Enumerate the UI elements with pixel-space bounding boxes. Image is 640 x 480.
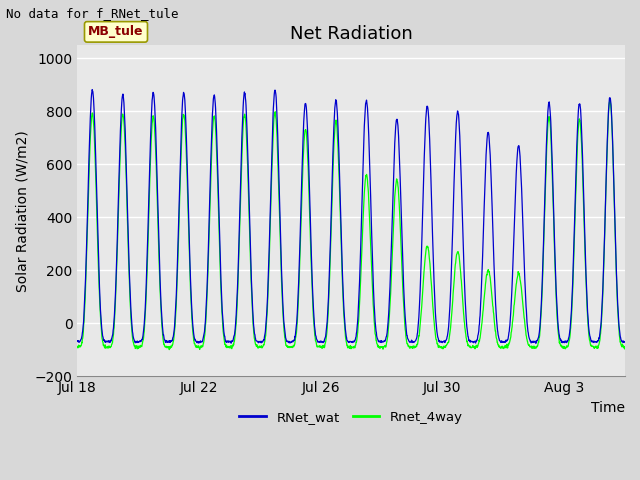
- Line: RNet_wat: RNet_wat: [77, 90, 625, 343]
- Y-axis label: Solar Radiation (W/m2): Solar Radiation (W/m2): [15, 130, 29, 291]
- RNet_wat: [74, 338, 81, 344]
- Legend: RNet_wat, Rnet_4way: RNet_wat, Rnet_4way: [234, 406, 468, 429]
- Rnet_4way: [621, 344, 629, 349]
- RNet_wat: [365, 142, 373, 148]
- RNet_wat: [621, 339, 629, 345]
- Rnet_4way: [426, 258, 433, 264]
- Rnet_4way: [317, 344, 325, 349]
- X-axis label: Time: Time: [591, 401, 625, 415]
- RNet_wat: [532, 340, 540, 346]
- Rnet_4way: [365, 204, 373, 210]
- Text: No data for f_RNet_tule: No data for f_RNet_tule: [6, 7, 179, 20]
- Line: Rnet_4way: Rnet_4way: [77, 100, 625, 349]
- RNet_wat: [547, 108, 554, 114]
- Rnet_4way: [308, 299, 316, 304]
- Rnet_4way: [546, 118, 554, 124]
- Rnet_4way: [74, 344, 81, 349]
- Rnet_4way: [165, 347, 173, 352]
- RNet_wat: [106, 338, 114, 344]
- RNet_wat: [88, 87, 96, 93]
- Rnet_4way: [606, 97, 614, 103]
- Text: MB_tule: MB_tule: [88, 25, 144, 38]
- Title: Net Radiation: Net Radiation: [290, 25, 413, 43]
- Rnet_4way: [106, 344, 113, 350]
- RNet_wat: [426, 136, 433, 142]
- RNet_wat: [308, 287, 316, 292]
- RNet_wat: [317, 339, 325, 345]
